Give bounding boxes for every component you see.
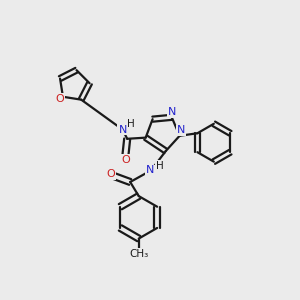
Text: N: N (118, 124, 127, 135)
Text: H: H (156, 161, 164, 171)
Text: O: O (56, 94, 64, 103)
Text: N: N (146, 165, 154, 176)
Text: H: H (128, 119, 135, 129)
Text: N: N (177, 125, 185, 136)
Text: CH₃: CH₃ (129, 249, 148, 259)
Text: O: O (106, 169, 115, 179)
Text: O: O (121, 155, 130, 165)
Text: N: N (168, 107, 176, 117)
